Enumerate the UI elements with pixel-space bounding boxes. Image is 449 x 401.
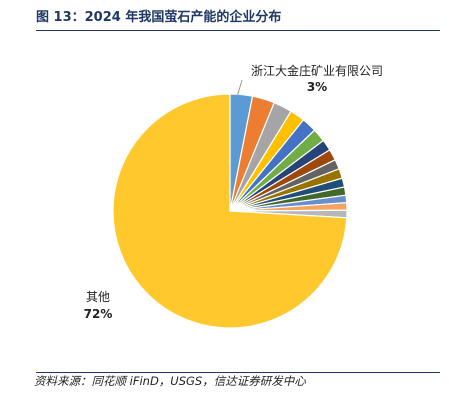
source-note: 资料来源：同花顺 iFinD，USGS，信达证券研发中心 xyxy=(34,374,306,388)
chart-title: 图 13：2024 年我国萤石产能的企业分布 xyxy=(36,10,282,25)
label-other-name: 其他 xyxy=(86,290,110,304)
source-divider xyxy=(36,372,440,373)
label-other-value: 72% xyxy=(84,307,113,321)
label-top-value: 3% xyxy=(307,80,327,94)
pie-slice-15 xyxy=(112,93,348,329)
pie-slices xyxy=(112,93,348,329)
leader-line xyxy=(236,79,243,98)
label-top-name: 浙江大金庄矿业有限公司 xyxy=(251,63,383,78)
title-divider xyxy=(36,30,440,31)
